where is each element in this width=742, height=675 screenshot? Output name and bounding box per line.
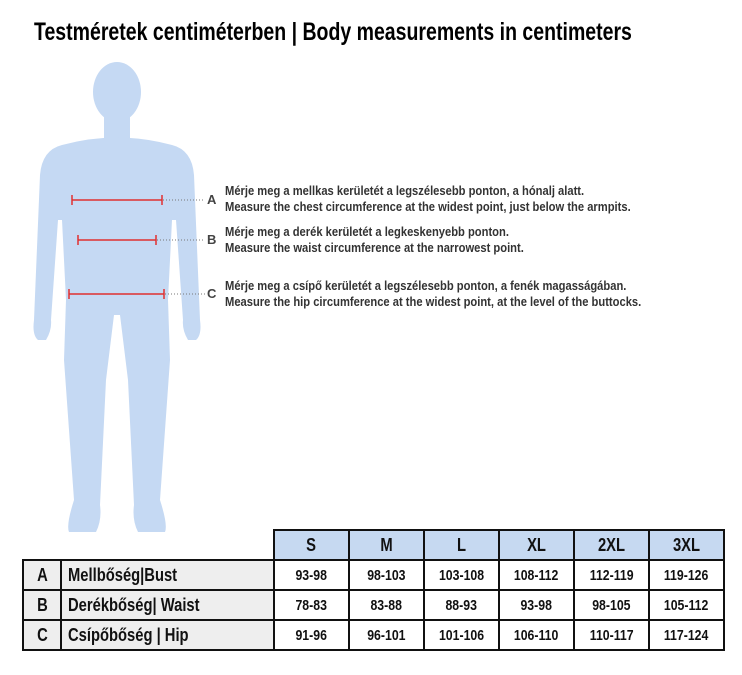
size-header: S	[273, 529, 350, 561]
row-label: Mellbőség|Bust	[60, 559, 275, 591]
instruction-a-hu: Mérje meg a mellkas kerületét a legszéle…	[225, 183, 585, 198]
table-cell: 83-88	[348, 589, 425, 621]
row-letter: B	[22, 589, 62, 621]
human-silhouette	[33, 62, 201, 532]
marker-letter-b: B	[207, 232, 217, 247]
size-table: S M L XL 2XL 3XL A Mellbőség|Bust 93-98 …	[22, 529, 725, 651]
size-header: 2XL	[573, 529, 650, 561]
instruction-b-en: Measure the waist circumference at the n…	[225, 240, 524, 255]
table-cell: 103-108	[423, 559, 500, 591]
size-header: L	[423, 529, 500, 561]
marker-letter-c: C	[207, 286, 217, 301]
size-header: 3XL	[648, 529, 725, 561]
row-letter: A	[22, 559, 62, 591]
table-cell: 108-112	[498, 559, 575, 591]
table-cell: 78-83	[273, 589, 350, 621]
table-cell: 105-112	[648, 589, 725, 621]
row-letter: C	[22, 619, 62, 651]
table-cell: 117-124	[648, 619, 725, 651]
table-cell: 112-119	[573, 559, 650, 591]
row-label: Derékbőség| Waist	[60, 589, 275, 621]
table-cell: 93-98	[498, 589, 575, 621]
table-row: C Csípőbőség | Hip 91-96 96-101 101-106 …	[22, 619, 725, 651]
table-cell: 93-98	[273, 559, 350, 591]
table-cell: 119-126	[648, 559, 725, 591]
instruction-c-en: Measure the hip circumference at the wid…	[225, 294, 642, 309]
table-cell: 98-103	[348, 559, 425, 591]
instruction-c: Mérje meg a csípő kerületét a legszélese…	[225, 278, 641, 310]
table-cell: 110-117	[573, 619, 650, 651]
measure-line-b	[77, 235, 205, 245]
table-cell: 101-106	[423, 619, 500, 651]
table-cell: 106-110	[498, 619, 575, 651]
instruction-b-hu: Mérje meg a derék kerületét a legkeskeny…	[225, 224, 509, 239]
table-cell: 91-96	[273, 619, 350, 651]
table-cell: 88-93	[423, 589, 500, 621]
measure-line-a	[71, 195, 205, 205]
table-row: A Mellbőség|Bust 93-98 98-103 103-108 10…	[22, 559, 725, 591]
size-header-row: S M L XL 2XL 3XL	[23, 529, 725, 561]
instruction-a: Mérje meg a mellkas kerületét a legszéle…	[225, 183, 631, 215]
table-cell: 96-101	[348, 619, 425, 651]
instruction-b: Mérje meg a derék kerületét a legkeskeny…	[225, 224, 524, 256]
row-label: Csípőbőség | Hip	[60, 619, 275, 651]
size-header: XL	[498, 529, 575, 561]
marker-letter-a: A	[207, 192, 217, 207]
instruction-c-hu: Mérje meg a csípő kerületét a legszélese…	[225, 278, 627, 293]
measure-line-c	[68, 289, 205, 299]
table-cell: 98-105	[573, 589, 650, 621]
size-header: M	[348, 529, 425, 561]
instruction-a-en: Measure the chest circumference at the w…	[225, 199, 631, 214]
page-title: Testméretek centiméterben | Body measure…	[34, 18, 632, 46]
table-row: B Derékbőség| Waist 78-83 83-88 88-93 93…	[22, 589, 725, 621]
